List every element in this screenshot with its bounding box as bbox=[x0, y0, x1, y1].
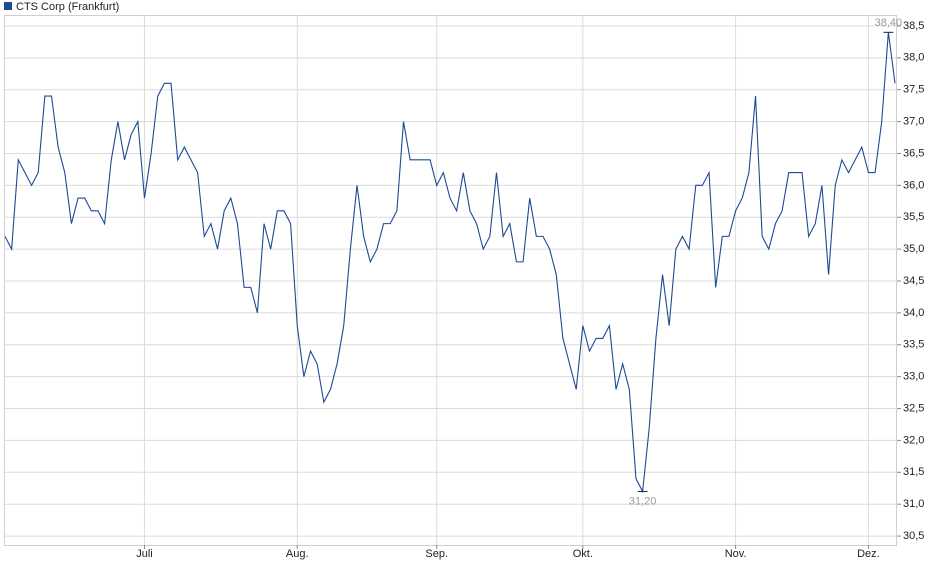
legend-swatch bbox=[4, 2, 12, 10]
y-tick-label: 38,5 bbox=[903, 20, 924, 32]
y-tick-label: 33,5 bbox=[903, 339, 924, 351]
y-tick-label: 37,0 bbox=[903, 115, 924, 127]
x-tick-label: Dez. bbox=[857, 548, 880, 560]
y-tick-label: 32,0 bbox=[903, 434, 924, 446]
x-tick-label: Sep. bbox=[425, 548, 448, 560]
y-tick-label: 33,0 bbox=[903, 371, 924, 383]
y-tick-label: 31,5 bbox=[903, 466, 924, 478]
y-tick-label: 36,5 bbox=[903, 147, 924, 159]
x-tick-label: Aug. bbox=[286, 548, 309, 560]
y-tick-label: 35,5 bbox=[903, 211, 924, 223]
y-tick-label: 30,5 bbox=[903, 530, 924, 542]
x-tick-label: Nov. bbox=[725, 548, 747, 560]
y-tick-label: 32,5 bbox=[903, 402, 924, 414]
value-label: 31,20 bbox=[629, 495, 657, 507]
y-tick-label: 35,0 bbox=[903, 243, 924, 255]
price-line bbox=[4, 32, 896, 494]
y-tick-label: 37,5 bbox=[903, 84, 924, 96]
y-tick-label: 31,0 bbox=[903, 498, 924, 510]
y-tick-label: 38,0 bbox=[903, 52, 924, 64]
value-label: 38,40 bbox=[875, 17, 903, 29]
x-tick-label: Juli bbox=[136, 548, 153, 560]
x-tick-label: Okt. bbox=[573, 548, 593, 560]
y-tick-label: 34,0 bbox=[903, 307, 924, 319]
y-tick-label: 34,5 bbox=[903, 275, 924, 287]
legend-label: CTS Corp (Frankfurt) bbox=[16, 1, 119, 13]
plot-frame bbox=[4, 15, 897, 546]
y-tick-label: 36,0 bbox=[903, 179, 924, 191]
